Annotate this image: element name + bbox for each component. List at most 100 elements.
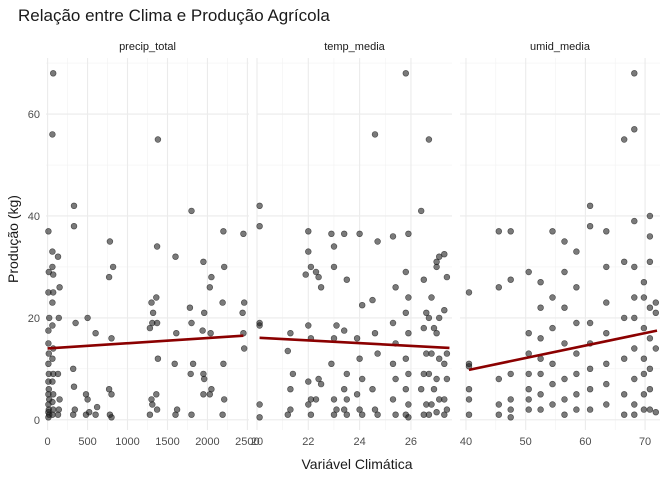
data-point [287,406,294,413]
data-point [652,409,659,416]
data-point [428,350,435,357]
chart-title: Relação entre Clima e Produção Agrícola [18,6,330,25]
data-point [153,391,160,398]
data-point [220,228,227,235]
data-point [495,375,502,383]
data-point [561,340,568,347]
data-point [284,411,291,418]
data-point [106,238,114,245]
data-point [537,279,544,286]
data-point [631,263,638,271]
data-point [443,273,451,281]
data-point [425,411,433,418]
data-point [389,396,397,403]
data-point [45,314,53,322]
data-point [45,340,52,347]
data-point [221,263,228,271]
data-point [149,309,157,316]
data-point [330,243,338,250]
data-point [241,345,248,352]
data-point [45,350,52,357]
data-point [108,391,115,398]
data-point [105,273,113,281]
data-point [154,136,162,143]
data-point [220,360,227,367]
data-point [389,233,397,240]
data-point [640,279,648,286]
data-point [573,391,580,398]
data-point [586,386,594,393]
data-point [356,355,363,362]
data-point [436,253,443,260]
data-point [640,324,648,332]
data-point [92,330,99,337]
data-point [241,299,248,306]
data-point [652,309,659,316]
data-point [549,324,556,332]
data-point [305,401,312,408]
x-tick-label: 40 [460,436,472,448]
y-tick-label: 40 [28,211,40,223]
data-point [549,228,556,235]
data-point [586,365,594,372]
data-point [221,396,228,403]
data-point [430,324,438,332]
data-point [640,391,648,398]
data-point [507,276,514,283]
data-point [507,370,514,378]
x-tick-label: 20 [251,436,263,448]
data-point [646,212,654,220]
data-point [343,370,350,378]
data-point [359,375,366,383]
data-point [561,238,568,245]
data-point [341,230,348,238]
x-tick-label: 500 [78,436,96,448]
data-point [573,284,580,291]
data-point [206,391,214,398]
data-point [418,386,425,393]
data-point [537,391,544,398]
data-point [646,365,654,372]
data-point [561,411,568,418]
data-point [389,319,397,327]
data-point [441,360,448,367]
data-point [353,391,361,398]
facet-precip_total: precip_total 0 500 1000 1500 2000 2500 [45,41,260,448]
data-point [465,386,473,393]
data-point [374,350,381,357]
data-point [284,347,291,355]
data-point [146,324,154,332]
data-point [307,411,315,418]
x-tick-label: 1500 [155,436,179,448]
data-point [108,414,115,421]
data-point [49,131,56,138]
data-point [631,401,638,408]
data-point [402,355,409,362]
data-point [341,406,348,413]
data-point [631,70,638,77]
data-point [200,258,207,265]
x-tick-label: 0 [45,436,51,448]
data-point [256,401,263,408]
data-point [392,375,399,383]
data-point [206,284,214,291]
data-point [549,294,556,301]
data-point [188,319,195,327]
data-point [70,202,78,210]
data-point [603,263,610,271]
x-tick-label: 2000 [195,436,219,448]
data-point [302,271,309,278]
data-point [603,380,610,388]
trend-line [47,334,244,350]
data-point [69,411,77,418]
data-point [573,370,580,378]
data-point [328,230,335,238]
data-point [405,294,412,301]
data-point [333,406,340,413]
data-point [465,411,473,418]
data-point [620,411,628,418]
data-point [631,294,638,301]
data-point [369,296,376,304]
data-point [330,396,338,403]
